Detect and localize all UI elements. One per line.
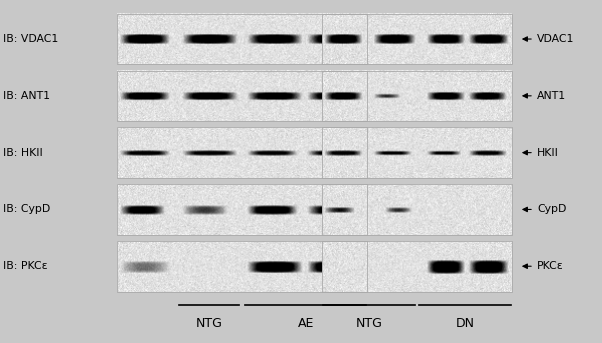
- Bar: [322, 184, 512, 235]
- Bar: [322, 127, 512, 178]
- Text: IB: ANT1: IB: ANT1: [3, 91, 50, 101]
- Bar: [117, 14, 367, 64]
- Text: IB: VDAC1: IB: VDAC1: [3, 34, 58, 44]
- Bar: [117, 71, 367, 121]
- Text: PKCε: PKCε: [537, 261, 563, 271]
- Bar: [117, 184, 367, 235]
- Text: AE: AE: [297, 317, 314, 330]
- Bar: [117, 127, 367, 178]
- Text: DN: DN: [456, 317, 474, 330]
- Bar: [117, 241, 367, 292]
- Text: ANT1: ANT1: [537, 91, 566, 101]
- Text: IB: CypD: IB: CypD: [3, 204, 50, 214]
- Text: IB: PKCε: IB: PKCε: [3, 261, 48, 271]
- Bar: [322, 71, 512, 121]
- Text: NTG: NTG: [355, 317, 382, 330]
- Text: VDAC1: VDAC1: [537, 34, 574, 44]
- Text: HKII: HKII: [537, 147, 559, 158]
- Text: NTG: NTG: [196, 317, 222, 330]
- Text: CypD: CypD: [537, 204, 566, 214]
- Bar: [322, 241, 512, 292]
- Bar: [322, 14, 512, 64]
- Text: IB: HKII: IB: HKII: [3, 147, 43, 158]
